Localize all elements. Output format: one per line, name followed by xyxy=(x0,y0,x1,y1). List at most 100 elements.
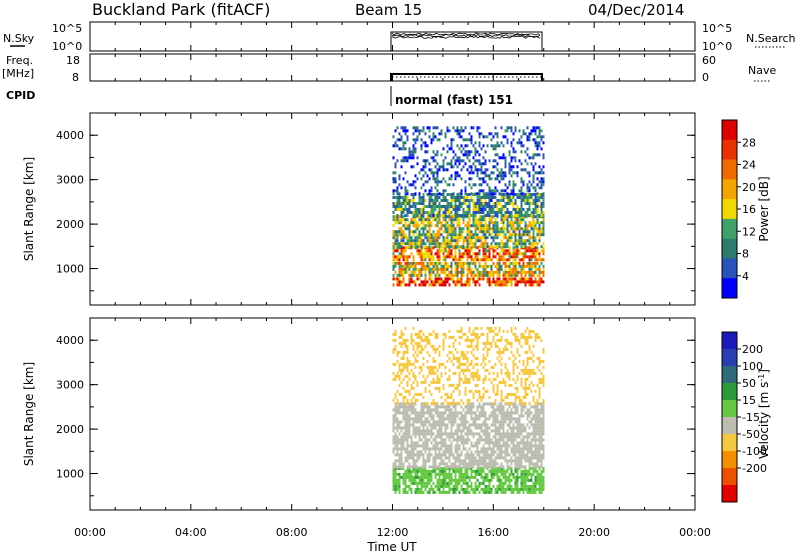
heatmap-cell xyxy=(504,459,507,463)
heatmap-cell xyxy=(506,230,509,234)
heatmap-cell xyxy=(510,383,513,387)
heatmap-cell xyxy=(510,341,513,345)
heatmap-cell xyxy=(490,280,493,284)
heatmap-cell xyxy=(428,420,431,424)
heatmap-cell xyxy=(404,459,407,463)
heatmap-cell xyxy=(476,196,479,199)
heatmap-cell xyxy=(414,208,417,211)
heatmap-cell xyxy=(392,350,395,354)
heatmap-cell xyxy=(424,249,427,253)
heatmap-cell xyxy=(436,408,439,412)
heatmap-cell xyxy=(464,441,467,445)
heatmap-cell xyxy=(540,147,543,151)
heatmap-cell xyxy=(538,205,541,208)
heatmap-cell xyxy=(514,245,517,249)
heatmap-cell xyxy=(446,126,449,130)
heatmap-cell xyxy=(426,447,429,451)
heatmap-cell xyxy=(428,252,431,256)
heatmap-cell xyxy=(406,465,409,469)
heatmap-cell xyxy=(482,227,485,231)
heatmap-cell xyxy=(524,242,527,246)
heatmap-cell xyxy=(474,469,477,473)
heatmap-cell xyxy=(402,481,405,485)
heatmap-cell xyxy=(396,450,399,454)
heatmap-cell xyxy=(434,453,437,457)
heatmap-cell xyxy=(392,398,395,402)
heatmap-cell xyxy=(438,417,441,421)
heatmap-cell xyxy=(492,465,495,469)
heatmap-cell xyxy=(510,411,513,415)
heatmap-cell xyxy=(452,221,455,225)
heatmap-cell xyxy=(422,230,425,234)
heatmap-cell xyxy=(534,270,537,274)
heatmap-cell xyxy=(494,205,497,208)
heatmap-cell xyxy=(506,242,509,246)
heatmap-cell xyxy=(394,395,397,399)
heatmap-cell xyxy=(466,462,469,466)
heatmap-cell xyxy=(496,144,499,148)
heatmap-cell xyxy=(438,465,441,469)
heatmap-cell xyxy=(510,401,513,405)
heatmap-cell xyxy=(470,487,473,491)
heatmap-cell xyxy=(490,205,493,208)
heatmap-cell xyxy=(512,192,515,196)
heatmap-cell xyxy=(494,444,497,448)
heatmap-cell xyxy=(516,411,519,415)
heatmap-cell xyxy=(462,447,465,451)
heatmap-cell xyxy=(536,459,539,463)
heatmap-cell xyxy=(502,456,505,460)
heatmap-cell xyxy=(418,196,421,199)
heatmap-cell xyxy=(484,159,487,163)
heatmap-cell xyxy=(426,193,429,196)
heatmap-cell xyxy=(398,350,401,354)
heatmap-cell xyxy=(430,258,433,262)
heatmap-cell xyxy=(474,221,477,225)
heatmap-cell xyxy=(424,277,427,281)
heatmap-cell xyxy=(458,411,461,415)
heatmap-cell xyxy=(518,239,521,243)
heatmap-cell xyxy=(504,211,507,214)
heatmap-cell xyxy=(514,261,517,265)
heatmap-cell xyxy=(482,402,485,406)
heatmap-cell xyxy=(514,227,517,231)
heatmap-cell xyxy=(476,208,479,211)
heatmap-cell xyxy=(506,141,509,145)
heatmap-cell xyxy=(500,177,503,181)
heatmap-cell xyxy=(452,435,455,439)
heatmap-cell xyxy=(466,405,469,409)
heatmap-cell xyxy=(438,205,441,208)
heatmap-cell xyxy=(458,156,461,160)
nsearch-tick-high: 10^5 xyxy=(702,22,732,35)
heatmap-cell xyxy=(542,264,545,268)
heatmap-cell xyxy=(420,208,423,211)
heatmap-cell xyxy=(458,447,461,451)
heatmap-cell xyxy=(396,126,399,130)
heatmap-cell xyxy=(508,423,511,427)
heatmap-cell xyxy=(530,459,533,463)
heatmap-cell xyxy=(470,267,473,271)
heatmap-cell xyxy=(470,484,473,488)
heatmap-cell xyxy=(430,199,433,202)
heatmap-cell xyxy=(420,267,423,271)
heatmap-cell xyxy=(484,429,487,433)
heatmap-cell xyxy=(492,236,495,240)
heatmap-cell xyxy=(540,180,543,184)
heatmap-cell xyxy=(484,487,487,491)
heatmap-cell xyxy=(470,214,473,217)
heatmap-cell xyxy=(482,277,485,281)
heatmap-cell xyxy=(476,484,479,488)
heatmap-cell xyxy=(486,472,489,476)
heatmap-cell xyxy=(514,214,517,217)
heatmap-cell xyxy=(454,202,457,205)
heatmap-cell xyxy=(392,242,395,246)
heatmap-cell xyxy=(524,350,527,354)
heatmap-cell xyxy=(484,267,487,271)
heatmap-cell xyxy=(500,239,503,243)
heatmap-cell xyxy=(542,405,545,409)
heatmap-cell xyxy=(526,335,529,339)
heatmap-cell xyxy=(510,270,513,274)
heatmap-cell xyxy=(482,444,485,448)
heatmap-cell xyxy=(440,221,443,225)
heatmap-cell xyxy=(534,171,537,175)
heatmap-cell xyxy=(392,408,395,412)
